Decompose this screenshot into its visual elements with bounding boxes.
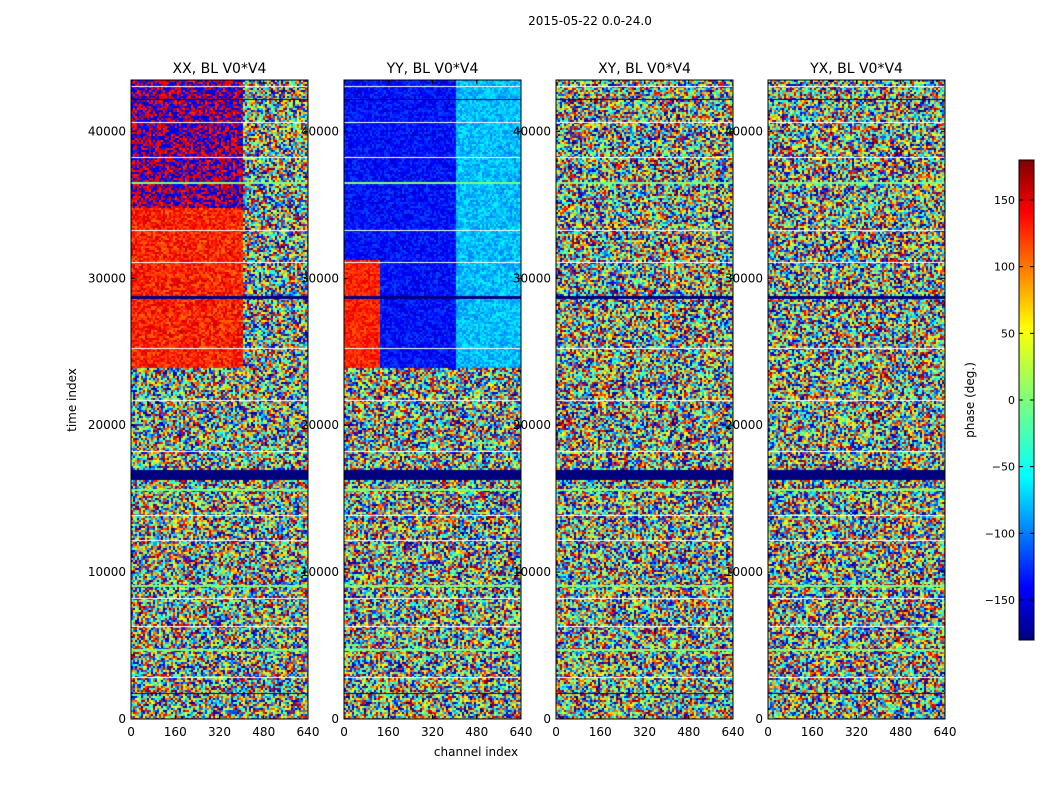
y-tick-label: 40000 bbox=[301, 124, 339, 138]
phase-heatmap bbox=[344, 80, 521, 719]
panel-3: XY, BL V0*V4 0 160 320 480 640 0 10000 20000 3000… bbox=[513, 61, 745, 739]
panel-2: YY, BL V0*V4 0 160 320 480 640 0 10000 20000 3000… bbox=[301, 61, 533, 739]
x-tick-label: 160 bbox=[377, 725, 400, 739]
colorbar-tick-label: 150 bbox=[994, 194, 1015, 207]
x-tick-label: 0 bbox=[127, 725, 135, 739]
y-tick-label: 0 bbox=[755, 712, 763, 726]
panel-title: XX, BL V0*V4 bbox=[173, 61, 267, 77]
y-tick-label: 0 bbox=[118, 712, 126, 726]
y-tick-label: 40000 bbox=[513, 124, 551, 138]
x-tick-label: 640 bbox=[934, 725, 957, 739]
colorbar-tick-label: 0 bbox=[1008, 394, 1015, 407]
y-tick-label: 10000 bbox=[725, 565, 763, 579]
x-tick-label: 160 bbox=[589, 725, 612, 739]
y-tick-label: 30000 bbox=[301, 271, 339, 285]
x-tick-label: 160 bbox=[801, 725, 824, 739]
y-tick-label: 0 bbox=[543, 712, 551, 726]
x-tick-label: 480 bbox=[677, 725, 700, 739]
colorbar-tick-label: −50 bbox=[992, 461, 1015, 474]
y-tick-label: 10000 bbox=[301, 565, 339, 579]
x-tick-label: 160 bbox=[164, 725, 187, 739]
colorbar-tick-label: −100 bbox=[985, 527, 1015, 540]
y-tick-label: 10000 bbox=[88, 565, 126, 579]
colorbar-tick-label: −150 bbox=[985, 594, 1015, 607]
y-tick-label: 10000 bbox=[513, 565, 551, 579]
y-tick-label: 30000 bbox=[513, 271, 551, 285]
x-tick-label: 320 bbox=[633, 725, 656, 739]
colorbar-tick-label: 50 bbox=[1001, 327, 1015, 340]
x-tick-label: 640 bbox=[722, 725, 745, 739]
y-tick-label: 40000 bbox=[88, 124, 126, 138]
panel-4: YX, BL V0*V4 0 160 320 480 640 0 10000 20000 3000… bbox=[725, 61, 957, 739]
y-tick-label: 30000 bbox=[88, 271, 126, 285]
y-tick-label: 20000 bbox=[513, 418, 551, 432]
x-tick-label: 320 bbox=[208, 725, 231, 739]
y-tick-label: 20000 bbox=[301, 418, 339, 432]
x-tick-label: 480 bbox=[889, 725, 912, 739]
panel-title: XY, BL V0*V4 bbox=[598, 61, 691, 77]
y-axis-label: time index bbox=[65, 368, 79, 432]
x-tick-label: 640 bbox=[297, 725, 320, 739]
x-tick-label: 0 bbox=[764, 725, 772, 739]
phase-heatmap bbox=[556, 80, 733, 719]
colorbar-tick-label: 100 bbox=[994, 261, 1015, 274]
x-tick-label: 640 bbox=[510, 725, 533, 739]
y-tick-label: 20000 bbox=[88, 418, 126, 432]
panel-title: YY, BL V0*V4 bbox=[386, 61, 479, 77]
colorbar-label: phase (deg.) bbox=[963, 362, 977, 438]
x-tick-label: 320 bbox=[421, 725, 444, 739]
y-tick-label: 20000 bbox=[725, 418, 763, 432]
phase-heatmap bbox=[131, 80, 308, 719]
x-tick-label: 320 bbox=[845, 725, 868, 739]
figure-title: 2015-05-22 0.0-24.0 bbox=[528, 14, 652, 28]
y-tick-label: 40000 bbox=[725, 124, 763, 138]
x-tick-label: 480 bbox=[465, 725, 488, 739]
panel-title: YX, BL V0*V4 bbox=[809, 61, 903, 77]
y-tick-label: 0 bbox=[331, 712, 339, 726]
phase-heatmap bbox=[768, 80, 945, 719]
x-tick-label: 0 bbox=[552, 725, 560, 739]
panel-1: XX, BL V0*V4 0 160 320 480 640 0 10000 20000 3000… bbox=[88, 61, 320, 739]
y-tick-label: 30000 bbox=[725, 271, 763, 285]
x-tick-label: 480 bbox=[252, 725, 275, 739]
x-tick-label: 0 bbox=[340, 725, 348, 739]
x-axis-label: channel index bbox=[434, 745, 518, 759]
